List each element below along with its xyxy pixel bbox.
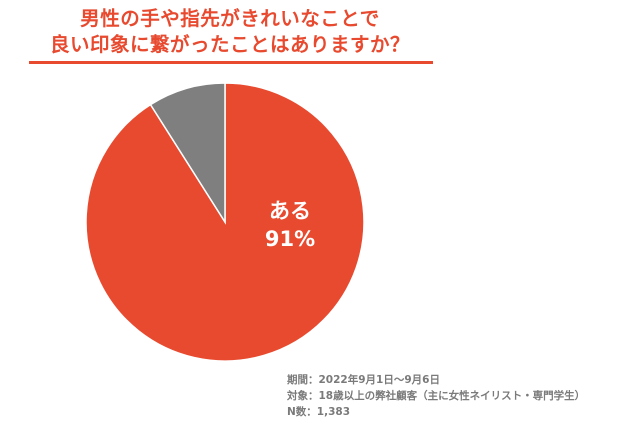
pie-slice-0 (85, 82, 365, 362)
survey-notes: 期間：2022年9月1日〜9月6日 対象：18歳以上の弊社顧客（主に女性ネイリス… (287, 372, 585, 420)
slice-label-main: ある (269, 199, 311, 223)
pie-slice-1 (149, 82, 226, 225)
survey-target: 対象：18歳以上の弊社顧客（主に女性ネイリスト・専門学生） (287, 390, 586, 402)
chart-title: 男性の手や指先がきれいなことで 良い印象に繋がったことはありますか？ (0, 6, 460, 58)
survey-period: 期間：2022年9月1日〜9月6日 (287, 374, 440, 386)
title-line-2: 良い印象に繋がったことはありますか？ (49, 33, 410, 56)
survey-sample-size: N数：1,383 (287, 406, 350, 418)
title-line-1: 男性の手や指先がきれいなことで (80, 7, 380, 30)
slice-value-main: 91% (265, 227, 315, 251)
title-underline (29, 61, 433, 64)
